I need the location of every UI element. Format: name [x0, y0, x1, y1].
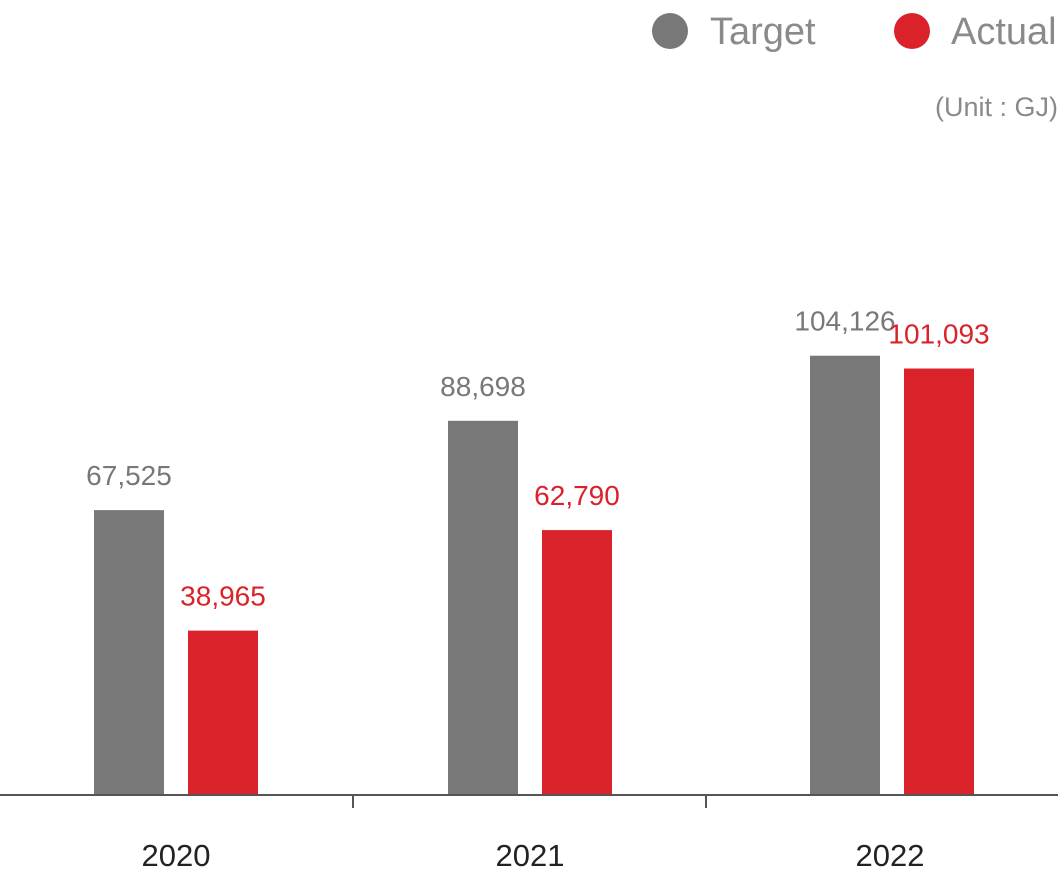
value-label-target-2021: 88,698	[440, 371, 526, 402]
value-label-actual-2022: 101,093	[888, 319, 989, 350]
value-label-actual-2021: 62,790	[534, 480, 620, 511]
bar-actual-2022	[904, 368, 974, 795]
unit-label: (Unit : GJ)	[935, 92, 1058, 122]
bars	[94, 355, 974, 795]
value-label-actual-2020: 38,965	[180, 581, 266, 612]
legend-marker-actual	[894, 13, 930, 49]
legend: Target Actual	[652, 11, 1057, 53]
x-axis	[0, 794, 1058, 808]
category-label-2021: 2021	[496, 838, 565, 873]
legend-label-actual: Actual	[951, 11, 1057, 53]
bar-target-2021	[448, 420, 518, 795]
category-label-2022: 2022	[856, 838, 925, 873]
category-label-2020: 2020	[142, 838, 211, 873]
legend-marker-target	[652, 13, 688, 49]
value-label-target-2020: 67,525	[86, 460, 172, 491]
legend-label-target: Target	[710, 11, 816, 53]
bar-actual-2021	[542, 530, 612, 795]
bar-actual-2020	[188, 630, 258, 795]
category-labels: 2020 2021 2022	[142, 838, 925, 873]
bar-target-2020	[94, 510, 164, 795]
value-label-target-2022: 104,126	[794, 306, 895, 337]
bar-target-2022	[810, 355, 880, 795]
